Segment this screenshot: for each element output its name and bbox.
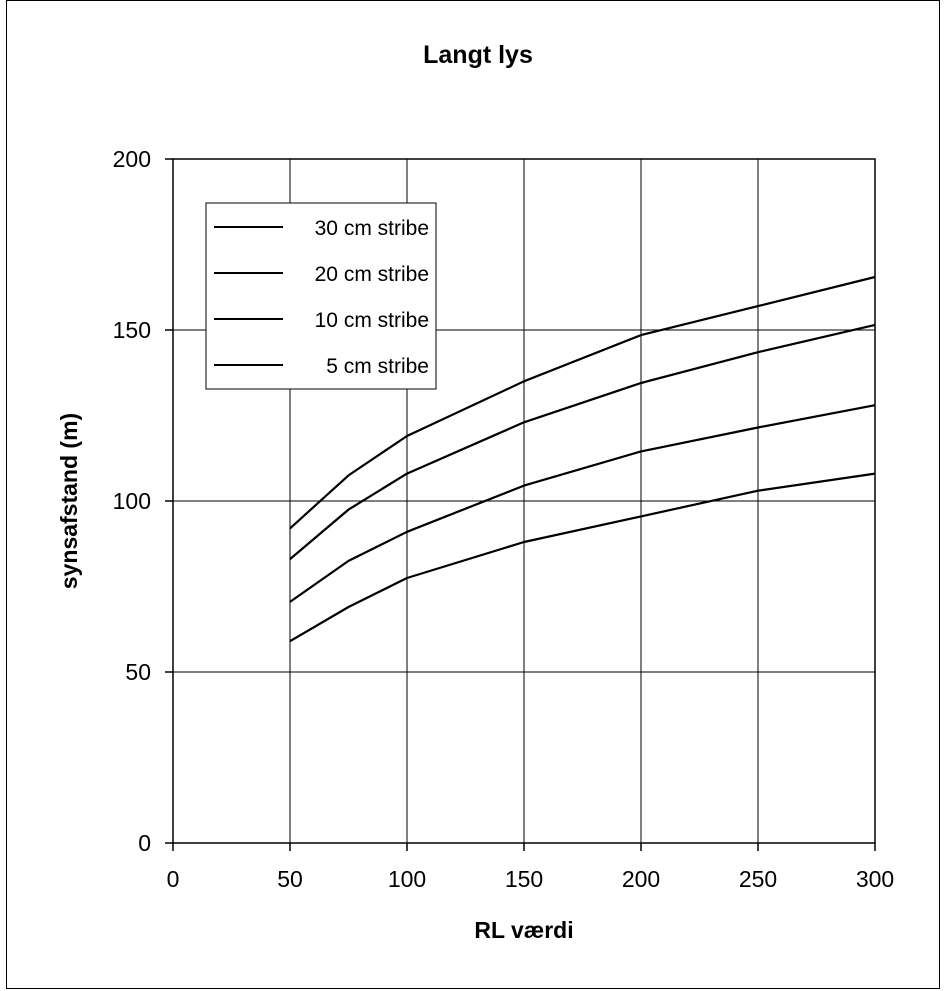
x-tick-label: 200	[622, 866, 660, 892]
chart-title: Langt lys	[423, 41, 533, 69]
legend: 30 cm stribe 20 cm stribe 10 cm stribe 5 cm…	[205, 202, 437, 390]
y-tick-label: 150	[113, 317, 151, 343]
x-axis-ticks: 0 50 100 150 200 250 300	[167, 843, 894, 892]
x-axis-label: RL værdi	[474, 917, 573, 943]
series-line-4	[289, 472, 876, 643]
series-line-2	[289, 323, 876, 560]
x-tick-label: 50	[277, 866, 303, 892]
legend-label: 10 cm stribe	[315, 309, 429, 332]
legend-label: 30 cm stribe	[315, 217, 429, 240]
x-tick-label: 0	[167, 866, 180, 892]
x-tick-label: 250	[739, 866, 777, 892]
y-tick-label: 200	[113, 146, 151, 172]
x-tick-label: 100	[388, 866, 426, 892]
legend-box	[205, 202, 437, 390]
series-lines	[289, 275, 876, 643]
y-tick-label: 0	[138, 830, 151, 856]
series-line-3	[289, 404, 876, 603]
y-tick-label: 100	[113, 488, 151, 514]
legend-items: 30 cm stribe 20 cm stribe 10 cm stribe 5 cm…	[214, 217, 429, 378]
x-tick-label: 300	[856, 866, 894, 892]
legend-label: 5 cm stribe	[326, 355, 429, 378]
y-axis-label: synsafstand (m)	[56, 413, 82, 589]
x-tick-label: 150	[505, 866, 543, 892]
y-tick-label: 50	[125, 659, 151, 685]
y-axis-ticks: 0 50 100 150 200	[113, 146, 173, 856]
series-line-1	[289, 275, 876, 530]
legend-label: 20 cm stribe	[315, 263, 429, 286]
